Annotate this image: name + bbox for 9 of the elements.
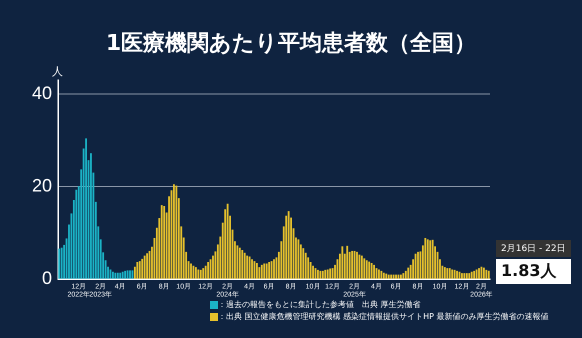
y-tick-label: 0 — [42, 268, 52, 288]
y-tick-label: 20 — [32, 176, 52, 196]
legend-label: ：過去の報告をもとに集計した参考値 出典 厚生労働省 — [218, 300, 421, 309]
y-tick-label: 40 — [32, 82, 52, 103]
y-axis-title: 人 — [52, 64, 63, 79]
text: 2月16日 - 22日 — [496, 240, 571, 257]
legend-label: ：出典 国立健康危機管理研究機構 感染症情報提供サイトHP 最新値のみ厚生労働省の速報値 — [218, 312, 548, 321]
chart-title: 1医療機関あたり平均患者数（全国） — [104, 30, 478, 58]
text: 1.83人 — [496, 259, 571, 284]
